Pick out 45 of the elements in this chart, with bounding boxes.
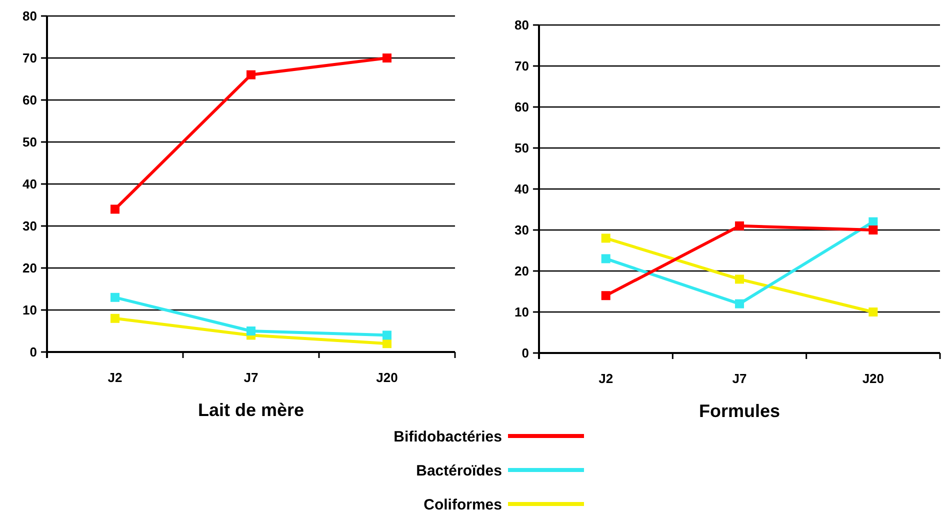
- y-tick-label: 40: [514, 182, 529, 197]
- y-tick-label: 80: [22, 8, 37, 24]
- point: [110, 314, 120, 323]
- text: Bifidobactéries: [394, 428, 502, 446]
- point: [601, 291, 610, 300]
- y-tick-label: 50: [514, 140, 529, 156]
- y-tick-label: 50: [22, 134, 37, 150]
- point: [382, 330, 392, 340]
- x-axis-title: Lait de mère: [198, 400, 304, 420]
- point: [246, 70, 256, 80]
- point: [110, 204, 120, 214]
- x-tick-label: J2: [598, 371, 614, 386]
- point: [601, 234, 610, 243]
- y-tick-label: 0: [522, 346, 529, 361]
- y-tick-label: 30: [22, 218, 37, 234]
- point: [868, 308, 878, 316]
- y-tick-label: 10: [514, 304, 529, 320]
- x-tick-label: J20: [862, 371, 884, 386]
- point: [868, 226, 878, 234]
- y-tick-label: 80: [514, 18, 529, 33]
- point: [735, 221, 744, 230]
- x-tick-label: J20: [376, 370, 398, 385]
- y-tick-label: 10: [22, 302, 37, 318]
- point: [246, 326, 256, 336]
- y-tick-label: 30: [514, 222, 529, 238]
- point: [735, 274, 744, 284]
- point: [601, 254, 610, 264]
- y-tick-label: 70: [22, 50, 37, 66]
- y-tick-label: 70: [514, 58, 529, 74]
- point: [735, 299, 744, 308]
- x-axis-title: Formules: [698, 401, 780, 421]
- y-tick-label: 60: [22, 92, 37, 108]
- y-tick-label: 0: [30, 344, 37, 360]
- y-tick-label: 40: [22, 176, 37, 192]
- text: Bactéroïdes: [416, 462, 502, 480]
- y-tick-label: 60: [514, 100, 529, 115]
- point: [110, 292, 120, 302]
- x-tick-label: J7: [244, 370, 258, 385]
- y-tick-label: 20: [514, 264, 529, 279]
- text: Coliformes: [424, 496, 502, 514]
- point: [382, 54, 392, 62]
- point: [382, 339, 392, 348]
- x-tick-label: J2: [108, 370, 122, 385]
- y-tick-label: 20: [22, 260, 37, 276]
- x-tick-label: J7: [732, 371, 747, 386]
